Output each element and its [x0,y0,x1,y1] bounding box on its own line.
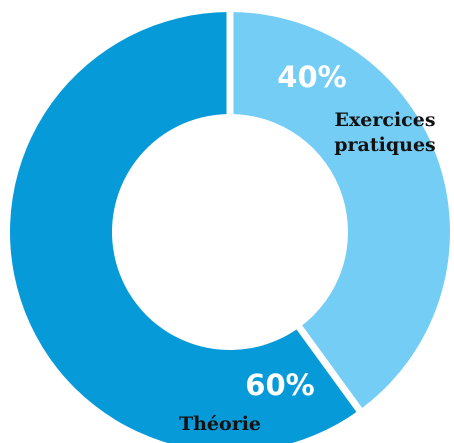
category-label-exercices-pratiques: pratiques [334,134,436,156]
donut-labels: 40% Exercices pratiques 60% Théorie [179,60,436,435]
value-label-theorie: 60% [245,368,314,402]
slice-exercices-pratiques [230,12,450,410]
slice-separator [295,323,365,416]
category-label-exercices-pratiques: Exercices [334,109,435,131]
value-label-exercices-pratiques: 40% [277,60,346,94]
donut-slices [10,8,450,443]
category-label-theorie: Théorie [179,413,261,435]
slice-theorie [10,12,360,443]
